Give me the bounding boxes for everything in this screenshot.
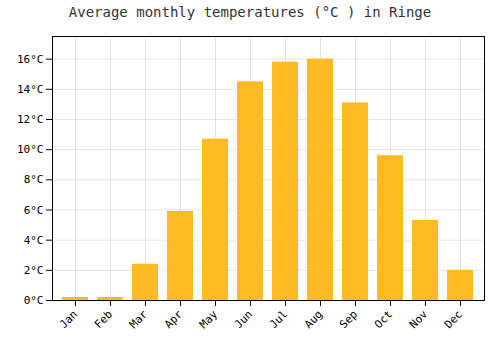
svg-text:Jan: Jan: [57, 308, 80, 331]
svg-text:12°C: 12°C: [17, 113, 44, 126]
svg-text:4°C: 4°C: [24, 234, 44, 247]
svg-text:Feb: Feb: [92, 308, 115, 331]
html-text:Average monthly temperatures (: Average monthly temperatures (°C ) in Ri…: [68, 4, 432, 20]
svg-text:6°C: 6°C: [24, 204, 44, 217]
svg-text:0°C: 0°C: [24, 294, 44, 307]
svg-text:2°C: 2°C: [24, 264, 44, 277]
svg-text:Apr: Apr: [162, 307, 186, 331]
svg-text:Dec: Dec: [442, 308, 465, 331]
svg-text:Sep: Sep: [337, 308, 360, 331]
svg-text:8°C: 8°C: [24, 173, 44, 186]
svg-text:14°C: 14°C: [17, 83, 44, 96]
svg-text:Aug: Aug: [302, 308, 325, 331]
svg-text:Jul: Jul: [267, 308, 290, 331]
svg-text:May: May: [197, 307, 221, 331]
svg-text:Mar: Mar: [127, 307, 151, 331]
svg-text:Jun: Jun: [232, 308, 255, 331]
svg-text:16°C: 16°C: [17, 53, 44, 66]
svg-text:Oct: Oct: [372, 308, 395, 331]
svg-text:Nov: Nov: [407, 307, 431, 331]
svg-text:10°C: 10°C: [17, 143, 44, 156]
